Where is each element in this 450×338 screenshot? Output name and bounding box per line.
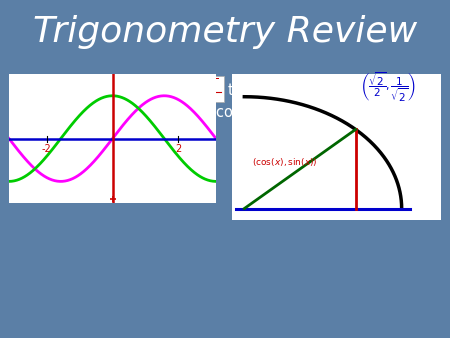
Text: $\sqrt{2}$: $\sqrt{2}$	[202, 77, 218, 93]
Text: 2: 2	[115, 95, 121, 103]
FancyBboxPatch shape	[103, 76, 131, 102]
Text: $\sqrt{2}$: $\sqrt{2}$	[189, 105, 211, 121]
Text: Find: Find	[14, 82, 49, 97]
Text: (π/4) =: (π/4) =	[151, 82, 207, 97]
Text: $\sqrt{2}$: $\sqrt{2}$	[95, 105, 117, 121]
Text: tan(π/4) =: tan(π/4) =	[228, 82, 308, 97]
FancyBboxPatch shape	[196, 76, 224, 102]
Text: 2: 2	[208, 95, 214, 103]
Text: cos: cos	[135, 82, 160, 97]
Text: sin: sin	[43, 82, 64, 97]
FancyBboxPatch shape	[93, 101, 119, 123]
Text: 2: 2	[175, 144, 181, 154]
Text: Trigonometry Review: Trigonometry Review	[33, 15, 417, 49]
FancyBboxPatch shape	[187, 101, 213, 123]
Text: csc(π/4) =: csc(π/4) =	[26, 104, 105, 120]
Text: -2: -2	[42, 144, 51, 154]
Text: $\left(\dfrac{\sqrt{2}}{2},\dfrac{1}{\sqrt{2}}\right)$: $\left(\dfrac{\sqrt{2}}{2},\dfrac{1}{\sq…	[361, 71, 416, 104]
Text: cot(π/4) =: cot(π/4) =	[216, 104, 294, 120]
Text: $(\cos(x), \sin(x))$: $(\cos(x), \sin(x))$	[252, 155, 318, 168]
Text: (π/4) =: (π/4) =	[59, 82, 115, 97]
Text: 1: 1	[292, 80, 305, 99]
Text: $\sqrt{2}$: $\sqrt{2}$	[109, 77, 125, 93]
Text: sec(π/4) =: sec(π/4) =	[122, 104, 202, 120]
Text: 1: 1	[280, 102, 293, 121]
Bar	[14, 107, 21, 114]
